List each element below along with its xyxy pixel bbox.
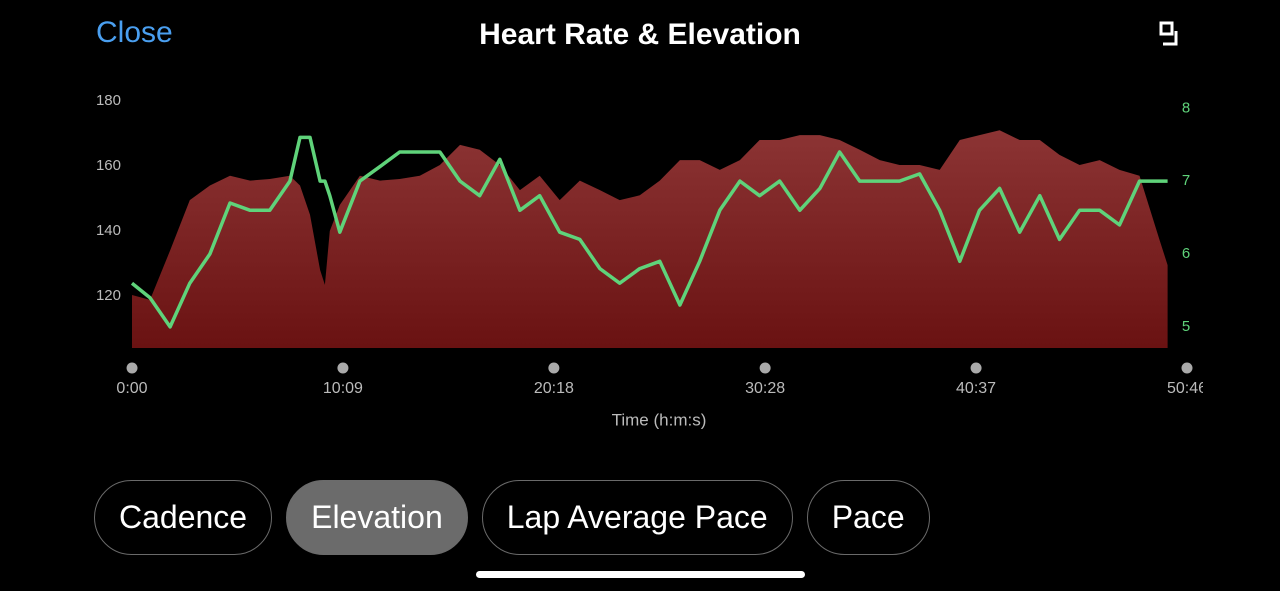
x-tick-label: 20:18 [534, 380, 574, 397]
x-tick-dot [970, 362, 982, 374]
elevation-line [130, 135, 1168, 329]
y2-tick-label: 6 [1182, 245, 1190, 262]
tab-bar: Cadence Elevation Lap Average Pace Pace [94, 480, 930, 555]
y-tick-label: 180 [96, 92, 121, 109]
x-tick-dot [126, 362, 138, 374]
x-tick-dot [337, 362, 349, 374]
x-tick-label: 0:00 [116, 380, 147, 397]
x-tick-label: 40:37 [956, 380, 996, 397]
y-tick-label: 160 [96, 157, 121, 174]
y2-tick-label: 5 [1182, 318, 1190, 335]
fullscreen-icon[interactable] [1159, 21, 1178, 46]
close-button[interactable]: Close [96, 16, 173, 49]
x-axis: 0:00 10:09 20:18 30:28 40:37 50:46 [116, 362, 1207, 397]
y2-tick-label: 7 [1182, 172, 1190, 189]
x-tick-label: 50:46 [1167, 380, 1207, 397]
tab-button[interactable]: Lap Average Pace [481, 480, 793, 555]
x-tick-dot [759, 362, 771, 374]
x-tick-dot [1181, 362, 1193, 374]
x-tick-label: 10:09 [323, 380, 363, 397]
x-tick-dot [548, 362, 560, 374]
tab-button[interactable]: Elevation [286, 480, 468, 555]
chart: Close Heart Rate & Elevation Time (h:m:s… [96, 16, 1207, 430]
y2-tick-label: 8 [1182, 99, 1190, 116]
home-indicator [476, 571, 805, 578]
title: Heart Rate & Elevation [479, 18, 801, 51]
heart-rate-area [132, 130, 1168, 348]
tab-button[interactable]: Pace [806, 480, 930, 555]
y-tick-label: 140 [96, 222, 121, 239]
x-tick-label: 30:28 [745, 380, 785, 397]
y-tick-label: 120 [96, 287, 121, 304]
x-axis-label: Time (h:m:s) [612, 410, 707, 429]
tab-button[interactable]: Cadence [94, 480, 273, 555]
